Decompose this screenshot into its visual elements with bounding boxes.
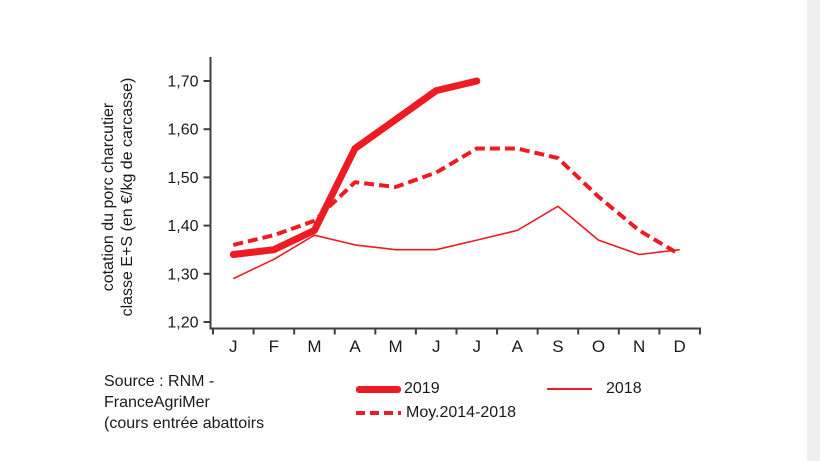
legend-label-2019: 2019	[404, 380, 440, 397]
x-category-label: J	[432, 337, 441, 356]
x-category-label: O	[592, 337, 605, 356]
legend-item-2019: 2019	[356, 380, 440, 398]
y-tick-label: 1,70	[167, 74, 198, 91]
y-axis-title-line2: classe E+S (en €/kg de carcasse)	[119, 77, 136, 317]
series-line-moy-2014-2018	[232, 146, 681, 257]
x-category-label: J	[473, 337, 482, 356]
x-category-label: J	[229, 337, 238, 356]
legend-swatch-dashed-line	[356, 411, 401, 415]
x-category-label: A	[512, 337, 524, 356]
source-line-1: Source : RNM -	[104, 373, 215, 390]
y-tick-label: 1,40	[167, 218, 198, 235]
screen-edge-strip	[807, 0, 820, 461]
legend-swatch-thick-line	[356, 385, 401, 393]
y-tick-label: 1,30	[167, 266, 198, 283]
y-tick-label: 1,50	[167, 170, 198, 187]
source-note: Source : RNM - FranceAgriMer (cours entr…	[104, 371, 264, 434]
legend-swatch-thin-line	[547, 388, 592, 390]
x-category-label: M	[307, 337, 321, 356]
y-tick-label: 1,60	[167, 122, 198, 139]
source-line-3: (cours entrée abattoirs	[104, 415, 265, 432]
x-category-label: A	[349, 337, 361, 356]
series-line-2018	[232, 205, 680, 280]
legend-label-2018: 2018	[606, 380, 642, 397]
legend-label-moy-2014-2018: Moy.2014-2018	[406, 404, 516, 421]
x-category-label: N	[633, 337, 645, 356]
y-tick-label: 1,20	[167, 315, 198, 332]
series-line-2019	[229, 77, 481, 258]
x-category-label: M	[389, 337, 403, 356]
legend-item-2018: 2018	[547, 380, 642, 398]
x-category-label: F	[269, 337, 279, 356]
legend-item-moy-2014-2018: Moy.2014-2018	[356, 404, 516, 422]
source-line-2: FranceAgriMer	[104, 394, 210, 411]
x-category-label: S	[552, 337, 563, 356]
x-category-label: D	[674, 337, 686, 356]
y-axis-title-line1: cotation du porc charcutier	[100, 102, 117, 292]
